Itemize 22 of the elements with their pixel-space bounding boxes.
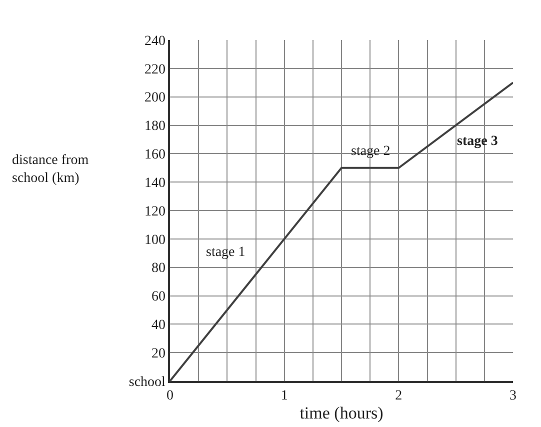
y-tick-label: school bbox=[128, 374, 166, 390]
y-tick-label: 20 bbox=[151, 346, 166, 362]
y-tick-label: 220 bbox=[144, 62, 166, 78]
y-tick-label: 120 bbox=[144, 204, 166, 220]
y-tick-label: 240 bbox=[144, 34, 166, 49]
y-axis-title: distance from school (km) bbox=[12, 153, 89, 186]
x-tick-label: 1 bbox=[280, 388, 288, 404]
y-tick-label: 180 bbox=[144, 119, 166, 134]
annotation: stage 2 bbox=[351, 144, 390, 159]
y-tick-label: 160 bbox=[144, 148, 166, 163]
annotation: stage 1 bbox=[206, 245, 246, 260]
annotation: stage 3 bbox=[457, 134, 498, 149]
y-tick-label: 140 bbox=[144, 176, 166, 191]
y-tick-label: 100 bbox=[144, 232, 166, 248]
x-tick-label: 2 bbox=[395, 388, 402, 404]
y-tick-label: 40 bbox=[151, 318, 166, 334]
y-tick-label: 80 bbox=[151, 261, 166, 276]
x-tick-label: 3 bbox=[510, 388, 516, 404]
x-tick-label: 0 bbox=[166, 388, 174, 404]
y-tick-label: 60 bbox=[151, 290, 166, 305]
y-tick-label: 200 bbox=[144, 90, 166, 106]
x-axis-title: time (hours) bbox=[300, 403, 384, 422]
